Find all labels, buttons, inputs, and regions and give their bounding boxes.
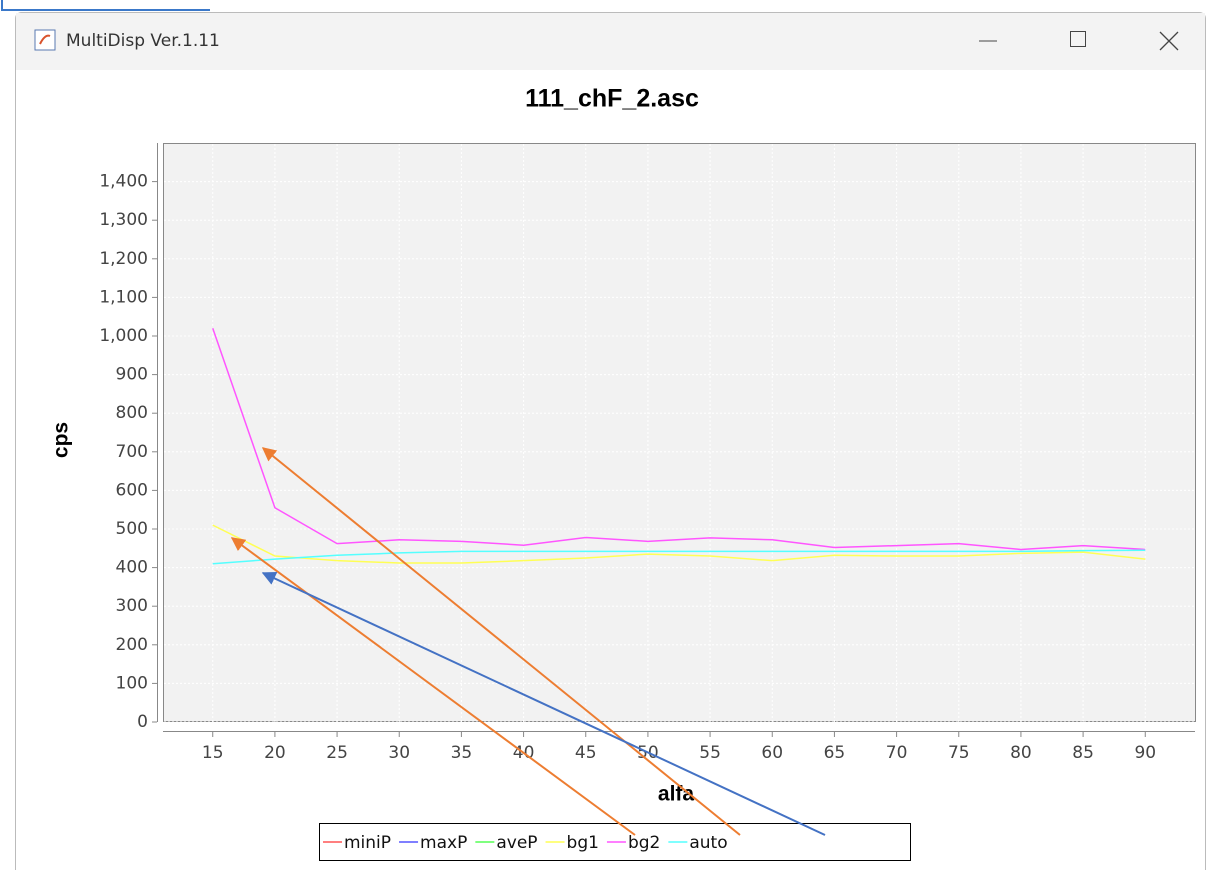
x-axis-label: alfa	[658, 783, 695, 806]
close-button[interactable]	[1159, 31, 1179, 51]
x-tick-label: 65	[824, 743, 846, 763]
legend-label: bg1	[567, 833, 599, 853]
y-tick-label: 1,300	[99, 210, 148, 230]
y-tick-label: 900	[116, 365, 148, 385]
legend-label: aveP	[496, 833, 537, 853]
y-tick-label: 700	[116, 442, 148, 462]
x-tick-label: 80	[1010, 743, 1032, 763]
x-tick-label: 35	[451, 743, 473, 763]
series-line	[212, 549, 1146, 565]
y-axis-label: cps	[50, 422, 73, 458]
annotation-arrow	[230, 537, 636, 836]
legend-label: auto	[689, 833, 727, 853]
background-window	[0, 0, 1211, 12]
legend-label: miniP	[344, 833, 391, 853]
app-icon	[34, 29, 56, 51]
plot-area	[163, 143, 1196, 722]
x-tick-label: 90	[1134, 743, 1156, 763]
y-tick-label: 400	[116, 558, 148, 578]
window-title: MultiDisp Ver.1.11	[66, 31, 220, 51]
annotation-arrow	[261, 447, 741, 836]
x-tick-label: 60	[761, 743, 783, 763]
annotation-arrow	[261, 571, 826, 836]
x-tick-label: 20	[264, 743, 286, 763]
legend-label: maxP	[420, 833, 467, 853]
x-tick-label: 75	[948, 743, 970, 763]
x-tick-label: 85	[1072, 743, 1094, 763]
y-tick-label: 800	[116, 403, 148, 423]
legend-items: miniP maxP aveP bg1 bg2 auto	[323, 833, 728, 853]
x-tick-label: 30	[388, 743, 410, 763]
y-tick-label: 1,400	[99, 172, 148, 192]
x-tick-label: 25	[326, 743, 348, 763]
y-tick-label: 1,000	[99, 326, 148, 346]
x-tick-label: 55	[699, 743, 721, 763]
y-tick-label: 600	[116, 480, 148, 500]
chart-title: 111_chF_2.asc	[525, 85, 699, 113]
series-line	[212, 328, 1146, 551]
title-bar	[16, 13, 1205, 70]
x-tick-label: 45	[575, 743, 597, 763]
app-icon-glyph	[39, 34, 51, 45]
maximize-button[interactable]	[1070, 31, 1086, 47]
series-line	[212, 524, 1146, 564]
background-window-edge	[1, 0, 210, 11]
plot: 0 100 200 300 400 500 600 700 800 900 1,000 1,100 1,…	[99, 144, 1195, 763]
x-tick-label: 15	[202, 743, 224, 763]
legend-label: bg2	[628, 833, 660, 853]
y-tick-label: 1,200	[99, 249, 148, 269]
y-tick-label: 200	[116, 635, 148, 655]
x-tick-label: 70	[886, 743, 908, 763]
y-tick-label: 300	[116, 596, 148, 616]
y-tick-label: 100	[116, 673, 148, 693]
y-tick-label: 0	[137, 712, 148, 732]
y-tick-label: 1,100	[99, 287, 148, 307]
y-tick-label: 500	[116, 519, 148, 539]
